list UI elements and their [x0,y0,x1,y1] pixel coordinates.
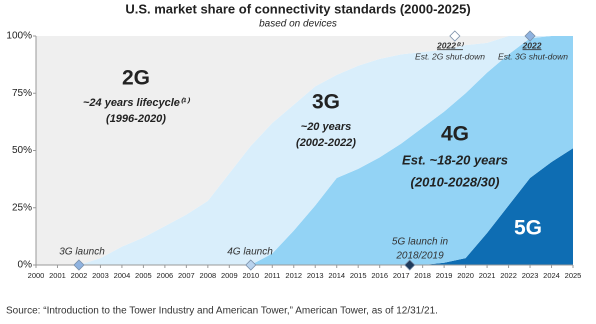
milestone-marker [524,30,536,42]
x-tick-label: 2023 [522,271,539,280]
annotation: 2018/2019 [395,251,444,262]
x-tick-label: 2000 [28,271,45,280]
annotation: ~20 years [301,121,351,133]
series-label: 5G [514,217,542,240]
area [36,36,573,265]
x-tick-label: 2024 [543,271,560,280]
chart-title: U.S. market share of connectivity standa… [125,1,470,16]
x-tick-label: 2015 [350,271,367,280]
x-tick-label: 2016 [371,271,388,280]
y-tick-label: 50% [12,145,32,156]
x-tick-label: 2003 [92,271,109,280]
source-note: Source: “Introduction to the Tower Indus… [6,306,438,317]
x-tick-label: 2001 [49,271,66,280]
x-tick-label: 2004 [114,271,131,280]
milestone-marker [404,259,416,271]
x-tick-label: 2002 [71,271,88,280]
x-tick-label: 2005 [135,271,152,280]
area [36,36,573,265]
series-label: 4G [441,123,469,146]
annotation: 5G launch in [392,237,449,248]
x-tick-label: 2007 [178,271,195,280]
x-tick-label: 2011 [264,271,280,280]
series-label: 3G [312,91,340,114]
area [36,148,573,265]
x-tick-label: 2010 [242,271,259,280]
chart-subtitle: based on devices [259,19,337,30]
x-tick-label: 2006 [157,271,174,280]
milestone-marker [73,259,85,271]
x-tick-label: 2012 [285,271,302,280]
annotation: 2022 [522,40,542,50]
x-tick-label: 2013 [307,271,324,280]
series-label: 2G [122,67,150,90]
x-tick-label: 2019 [436,271,453,280]
x-tick-label: 2008 [199,271,216,280]
x-tick-label: 2022 [500,271,517,280]
x-tick-label: 2020 [457,271,474,280]
y-tick-label: 0% [18,260,33,271]
annotation: Est. 3G shut-down [498,51,568,61]
x-tick-label: 2014 [328,271,345,280]
x-tick-label: 2017 [393,271,410,280]
area [36,36,573,265]
y-tick-label: 25% [12,202,32,213]
x-tick-label: 2009 [221,271,238,280]
annotation: Est. ~18-20 years [402,152,508,167]
annotation: ~24 years lifecycle⁽¹⁾ [83,97,190,109]
x-tick-label: 2025 [565,271,582,280]
annotation: (1996-2020) [106,113,166,125]
annotation: 4G launch [227,247,273,258]
y-tick-label: 75% [12,88,32,99]
annotation: Est. 2G shut-down [415,51,485,61]
y-tick-label: 100% [6,31,32,42]
x-tick-label: 2021 [479,271,496,280]
annotation: (2010-2028/30) [411,174,500,189]
plot-area [33,35,574,268]
annotation: 2022⁽²⁾ [436,40,464,50]
annotation: 3G launch [59,247,105,258]
x-tick-label: 2018 [414,271,431,280]
milestone-marker [449,30,461,42]
annotation: (2002-2022) [296,137,356,149]
milestone-marker [245,259,257,271]
